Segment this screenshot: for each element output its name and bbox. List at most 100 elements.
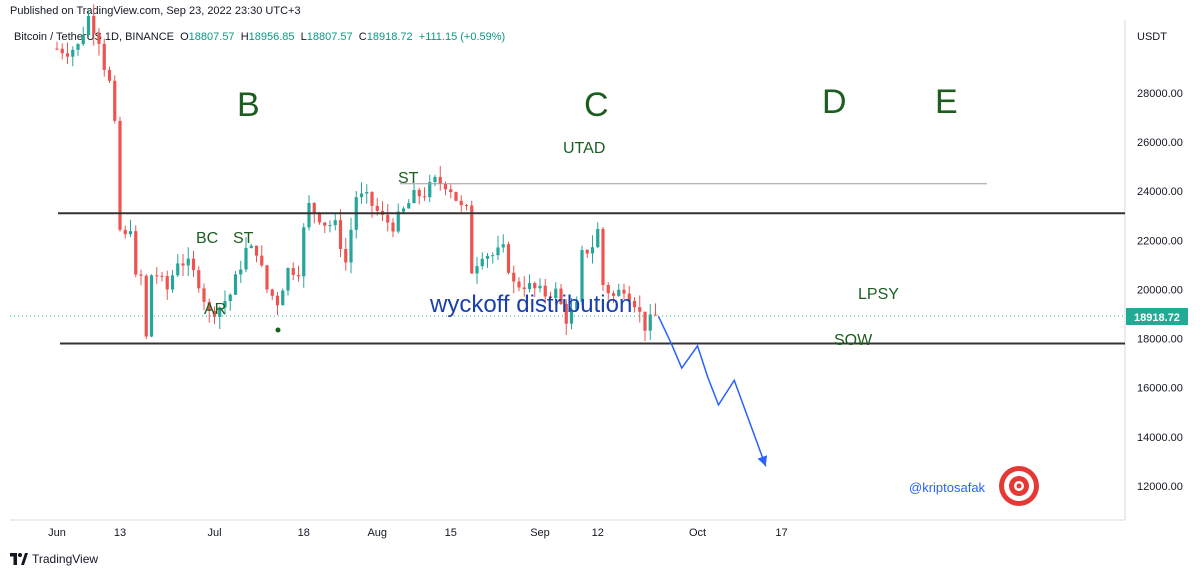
candle-body	[590, 247, 595, 254]
candle-body	[412, 189, 416, 204]
price-tick-label: 20000.00	[1137, 284, 1183, 296]
candle-body	[281, 290, 285, 306]
candle-body	[407, 203, 411, 209]
projection-path[interactable]	[657, 316, 767, 467]
candle-body	[97, 33, 101, 44]
candle-body	[81, 34, 85, 45]
candle-body	[296, 274, 301, 277]
candle-body	[312, 203, 316, 213]
candle-body	[223, 301, 227, 308]
low-value: 18807.57	[306, 31, 353, 43]
candle-body	[307, 203, 311, 228]
close-value: 18918.72	[366, 31, 413, 43]
symbol-name[interactable]: Bitcoin / TetherUS	[14, 31, 102, 43]
price-tick-label: 26000.00	[1137, 137, 1183, 149]
candle-body	[443, 183, 448, 190]
candle-body	[375, 205, 379, 211]
utad-label: UTAD	[563, 140, 605, 157]
candle-body	[134, 231, 138, 275]
candle-body	[491, 255, 495, 257]
time-tick-label: Sep	[530, 527, 550, 539]
candle-body	[191, 258, 196, 271]
time-tick-label: Jun	[48, 527, 66, 539]
published-line: Published on TradingView.com, Sep 23, 20…	[10, 5, 301, 17]
candle-body	[554, 288, 558, 299]
candle-body	[249, 245, 253, 248]
candle-body	[611, 293, 616, 296]
candle-body	[365, 192, 369, 194]
st-label-1: ST	[233, 230, 254, 247]
candle-body	[113, 80, 117, 121]
close-label: C	[358, 31, 367, 43]
candle-body	[580, 249, 584, 302]
candle-body	[344, 249, 348, 263]
candle-body	[86, 15, 91, 35]
price-axis[interactable]: 12000.00 14000.00 16000.00 18000.00 20000.00…	[1137, 88, 1183, 493]
candle-body	[569, 309, 574, 324]
candle-body	[286, 268, 290, 291]
price-tick-label: 22000.00	[1137, 235, 1183, 247]
candle-body	[627, 293, 631, 301]
candle-body	[470, 205, 474, 274]
st-label-2: ST	[398, 170, 419, 187]
author-handle: @kriptosafak	[909, 480, 986, 495]
candle-body	[291, 268, 295, 275]
candle-body	[601, 228, 605, 286]
candle-body	[501, 244, 505, 248]
candle-body	[449, 189, 453, 192]
lpsy-label: LPSY	[858, 286, 899, 303]
candle-body	[632, 300, 637, 308]
sow-label: SOW	[834, 332, 873, 349]
candle-body	[433, 176, 437, 183]
candle-body	[454, 191, 458, 201]
last-price-tag	[1126, 308, 1188, 325]
candle-body	[128, 231, 133, 235]
candle-body	[386, 214, 390, 223]
candle-body	[338, 220, 343, 250]
price-tick-label: 16000.00	[1137, 383, 1183, 395]
candle-body	[170, 275, 175, 290]
candle-body	[92, 15, 96, 34]
candle-body	[401, 208, 406, 212]
time-tick-label: Aug	[367, 527, 387, 539]
candle-body	[123, 229, 127, 235]
time-tick-label: 17	[775, 527, 787, 539]
candle-body	[396, 211, 400, 232]
candle-body	[422, 196, 427, 198]
candle-body	[585, 249, 589, 254]
footer-brand: TradingView	[32, 552, 99, 566]
target-icon	[999, 466, 1039, 506]
candle-body	[107, 69, 112, 81]
candle-body	[480, 258, 484, 267]
candle-body	[506, 244, 511, 273]
time-tick-label: 15	[445, 527, 457, 539]
phase-c-label: C	[584, 86, 609, 124]
candle-body	[160, 275, 164, 277]
candle-body	[55, 48, 59, 50]
candle-body	[485, 255, 490, 259]
open-value: 18807.57	[188, 31, 235, 43]
candle-body	[71, 49, 75, 57]
candle-body	[349, 229, 353, 263]
candle-body	[60, 48, 64, 54]
candle-body	[548, 296, 553, 299]
low-label: L	[300, 31, 307, 43]
candle-body	[155, 275, 159, 277]
candle-body	[317, 212, 322, 223]
candle-body	[144, 275, 148, 337]
phase-b-label: B	[237, 86, 260, 124]
tradingview-logo-icon	[10, 553, 28, 565]
candle-body	[464, 205, 469, 207]
candle-body	[218, 307, 222, 317]
candle-body	[606, 285, 610, 294]
candles	[55, 4, 658, 342]
candle-body	[538, 285, 542, 289]
candle-body	[233, 274, 238, 295]
candle-body	[328, 225, 332, 227]
phase-e-label: E	[935, 83, 958, 121]
spring-dot	[275, 327, 281, 333]
candle-body	[139, 274, 143, 276]
time-axis[interactable]: Jun 13 Jul 18 Aug 15 Sep 12 Oct 17	[48, 527, 788, 539]
